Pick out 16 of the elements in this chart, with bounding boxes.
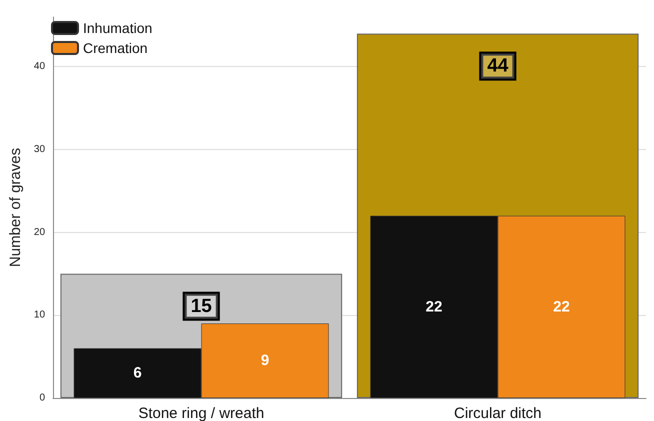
y-tick-label: 10	[34, 310, 46, 321]
y-axis-title: Number of graves	[7, 148, 24, 268]
data-label: 22	[426, 298, 442, 316]
y-tick-label: 40	[34, 61, 46, 72]
x-tick-label: Circular ditch	[454, 405, 542, 421]
data-label: 44	[487, 56, 509, 77]
data-label: 9	[260, 352, 270, 370]
y-tick-label: 20	[34, 226, 46, 238]
x-tick-label: Stone ring / wreath	[138, 405, 264, 421]
data-label: 22	[553, 298, 570, 316]
legend-label: Inhumation	[83, 20, 152, 36]
legend-label: Cremation	[83, 40, 148, 56]
data-label: 6	[133, 364, 142, 382]
y-tick-label: 30	[34, 144, 46, 156]
data-label: 15	[190, 296, 212, 317]
y-tick-label: 0	[39, 392, 46, 404]
